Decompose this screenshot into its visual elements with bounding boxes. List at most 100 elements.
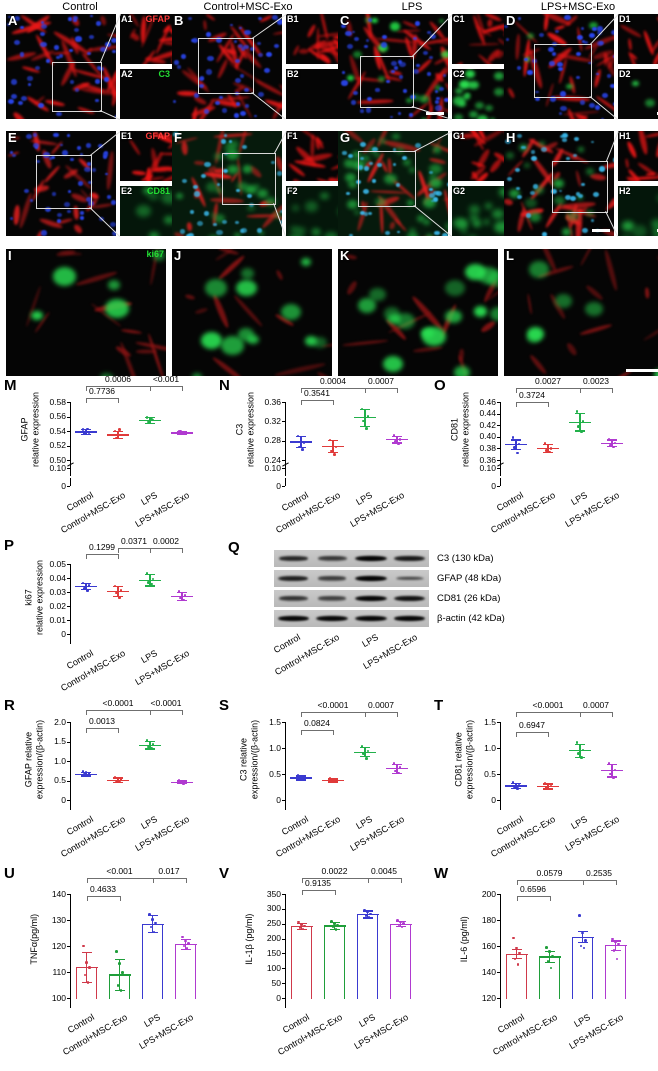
y-tick-label: 200 <box>466 890 496 899</box>
green-signal <box>108 280 121 290</box>
p-value-1: <0.0001 <box>525 701 571 710</box>
y-axis-label: C3 relative expression/(β-actin) <box>239 708 260 812</box>
nucleus <box>435 90 438 93</box>
data-point-1-3 <box>545 449 548 452</box>
nucleus <box>385 231 391 236</box>
micro-panel-f2: F2 <box>286 186 338 236</box>
green-signal <box>164 216 172 224</box>
y-tick <box>67 468 70 469</box>
green-signal <box>475 102 485 110</box>
y-axis-line <box>500 722 501 810</box>
sig-tick-l-1 <box>301 712 302 717</box>
blot-band-core-2-3 <box>396 597 424 600</box>
y-tick <box>497 402 500 403</box>
nucleus <box>24 189 29 193</box>
p-value-2: 0.2535 <box>576 869 622 878</box>
sig-tick-l-0 <box>86 554 87 559</box>
nucleus <box>349 234 353 236</box>
nucleus <box>67 134 70 137</box>
green-signal <box>176 193 183 199</box>
gfap-filament <box>163 41 172 45</box>
green-signal <box>31 311 42 320</box>
data-point-3-0 <box>178 590 181 593</box>
nucleus <box>8 99 14 104</box>
nucleus <box>353 91 358 95</box>
nucleus <box>266 52 272 57</box>
panel-letter-l: L <box>506 249 514 262</box>
p-value-0: 0.6596 <box>510 885 556 894</box>
data-point-0-0 <box>82 428 85 431</box>
blot-band-core-0-2 <box>357 557 386 560</box>
data-point-3-2 <box>187 942 190 945</box>
y-tick <box>67 800 70 801</box>
nucleus <box>10 217 13 220</box>
sig-tick-l-2 <box>580 388 581 393</box>
green-signal <box>354 210 360 215</box>
data-point-3-3 <box>179 597 182 600</box>
data-point-2-1 <box>151 918 154 921</box>
y-tick <box>282 939 285 940</box>
panel-letter-i: I <box>8 249 12 262</box>
micro-panel-k: K <box>338 249 498 376</box>
data-point-3-4 <box>182 431 185 434</box>
sig-tick-r-0 <box>118 728 119 733</box>
sig-tick-l-2 <box>153 878 154 883</box>
nucleus <box>53 133 59 138</box>
micro-panel-c: C <box>338 14 448 119</box>
sig-tick-r-2 <box>616 880 617 885</box>
p-value-2: 0.0007 <box>358 377 404 386</box>
green-signal <box>236 280 257 297</box>
nucleus <box>216 230 222 235</box>
nucleus <box>201 174 206 178</box>
data-point-1-1 <box>332 443 335 446</box>
green-signal <box>454 114 462 119</box>
gfap-filament <box>484 14 502 22</box>
mean-line-3 <box>601 443 623 444</box>
nucleus <box>342 151 346 155</box>
panel-letter-c: C <box>340 14 349 27</box>
panel-letter-d: D <box>506 14 515 27</box>
blot-row-1 <box>274 570 429 587</box>
y-tick-label: 180 <box>466 916 496 925</box>
gfap-filament <box>628 38 632 50</box>
nucleus <box>111 38 116 43</box>
data-point-2-3 <box>362 420 365 423</box>
y-tick-label: 140 <box>466 968 496 977</box>
mean-line-1 <box>107 434 129 435</box>
y-tick <box>67 946 70 947</box>
nucleus <box>346 192 350 195</box>
y-axis-line <box>285 722 286 810</box>
green-signal <box>441 51 448 59</box>
sig-tick-r-0 <box>335 890 336 895</box>
y-tick-label: 300 <box>251 904 281 913</box>
error-cap-bot-3 <box>177 434 187 435</box>
sig-bracket-0 <box>86 728 118 729</box>
data-point-3-0 <box>393 434 396 437</box>
roi-box <box>222 153 276 205</box>
nucleus <box>217 183 220 186</box>
blot-row-label-0: C3 (130 kDa) <box>437 554 494 564</box>
panel-letter-s: S <box>219 698 229 713</box>
nucleus <box>111 200 116 204</box>
sig-bracket-1 <box>301 712 365 713</box>
sig-tick-l-1 <box>118 548 119 553</box>
gfap-filament <box>186 222 192 231</box>
data-point-2-4 <box>150 747 153 750</box>
sig-bracket-0 <box>516 402 548 403</box>
data-point-2-0 <box>148 913 151 916</box>
bar-3 <box>605 945 627 999</box>
sig-tick-l-2 <box>150 548 151 553</box>
panel-letter-c2: C2 <box>453 69 465 79</box>
p-value-1: <0.0001 <box>95 699 141 708</box>
y-axis-lower <box>285 478 286 486</box>
nucleus <box>107 195 111 199</box>
sig-bracket-1 <box>301 388 365 389</box>
micro-panel-g2: G2 <box>452 186 504 236</box>
green-signal <box>320 193 328 200</box>
blot-band-core-0-3 <box>396 557 423 560</box>
data-point-2-1 <box>581 932 584 935</box>
nucleus <box>517 195 522 199</box>
nucleus <box>591 141 594 144</box>
